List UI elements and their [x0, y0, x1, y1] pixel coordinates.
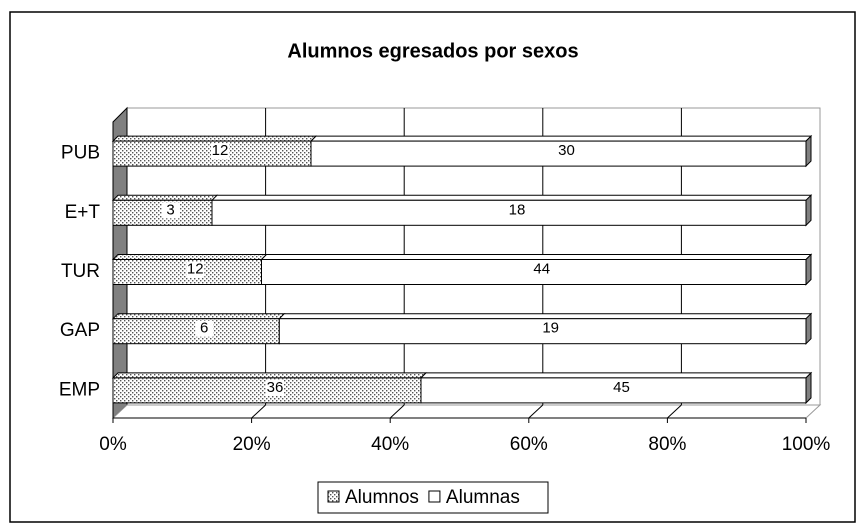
data-label-bg [186, 261, 205, 278]
data-label-bg [532, 261, 551, 278]
y-tick-label: TUR [61, 261, 100, 282]
floor [111, 404, 822, 419]
data-label: 18 [509, 201, 526, 218]
data-label-bg [161, 202, 180, 219]
data-label-bg [557, 143, 576, 160]
x-tick-label: 40% [371, 434, 409, 455]
bar-top [419, 372, 813, 379]
data-label: 44 [533, 260, 550, 277]
chart-title: Alumnos egresados por sexos [287, 40, 578, 62]
bar-side [805, 371, 812, 405]
data-label: 36 [267, 379, 284, 396]
data-label-bg [612, 379, 631, 396]
data-label: 30 [558, 142, 575, 159]
x-tick-label: 0% [99, 434, 127, 455]
data-label: 45 [613, 379, 630, 396]
legend-swatch [327, 490, 340, 503]
y-tick-label: PUB [61, 143, 100, 164]
data-label-bg [266, 379, 284, 396]
legend-label: Alumnos [345, 487, 419, 508]
x-tick-label: 100% [782, 434, 831, 455]
legend-label: Alumnas [446, 487, 520, 508]
data-label: 3 [166, 201, 174, 218]
y-tick-label: GAP [60, 320, 100, 341]
bar-top [111, 194, 219, 201]
grid-line [667, 404, 682, 419]
legend-swatch [428, 490, 441, 503]
bar-top [260, 254, 813, 260]
x-tick-label: 80% [648, 434, 686, 455]
bar-side [805, 253, 812, 286]
bar-side [805, 134, 812, 168]
data-label: 6 [200, 320, 208, 337]
data-label-bg [211, 143, 229, 160]
bar-side [805, 312, 812, 345]
bar-top [111, 135, 318, 142]
bar-top [309, 135, 813, 142]
bar-top [111, 313, 286, 320]
grid-line [251, 404, 266, 419]
grid-line [389, 404, 405, 419]
data-label: 12 [187, 260, 204, 277]
bar-top [111, 254, 268, 260]
grid-line [528, 404, 544, 419]
x-tick-label: 20% [233, 434, 271, 455]
data-label-bg [195, 320, 214, 337]
bar-top [278, 313, 813, 320]
data-label-bg [508, 202, 526, 219]
bar-side [805, 194, 812, 227]
bar-top [111, 372, 428, 379]
y-tick-label: E+T [65, 202, 101, 223]
y-tick-label: EMP [59, 379, 100, 400]
bar-top [210, 194, 813, 201]
data-label: 19 [542, 320, 559, 337]
data-label-bg [541, 320, 560, 337]
data-label: 12 [212, 142, 229, 159]
x-tick-label: 60% [510, 434, 548, 455]
